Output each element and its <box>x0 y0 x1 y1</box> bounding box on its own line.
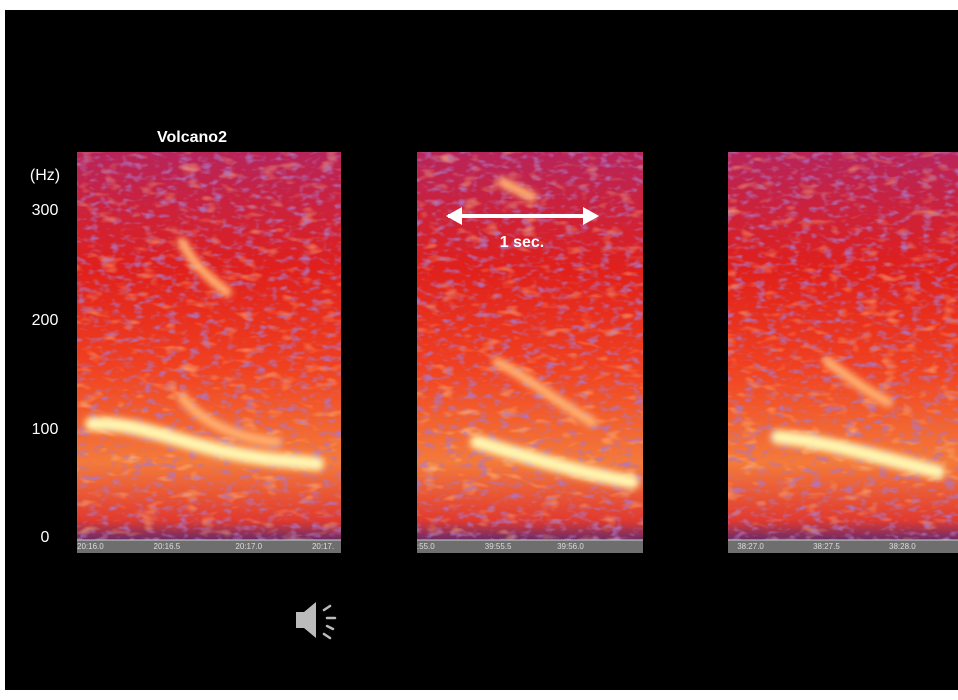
time-label: 20:17. <box>312 542 334 551</box>
call-trace <box>492 357 597 427</box>
y-tick-label: 100 <box>32 421 59 438</box>
call-traces <box>771 357 945 479</box>
y-tick-label: 0 <box>41 529 50 546</box>
call-trace <box>470 435 639 489</box>
call-trace <box>177 392 282 447</box>
spectrogram: 20:16.0 20:16.5 20:17.0 20:17. <box>77 152 341 553</box>
time-label: 38:27.5 <box>813 542 840 551</box>
y-tick-label: 300 <box>32 202 59 219</box>
time-axis <box>77 540 341 553</box>
scale-annotation: 1 sec. <box>500 234 544 251</box>
time-axis <box>417 540 643 553</box>
call-trace <box>771 430 945 479</box>
call-trace <box>823 357 893 407</box>
spectrogram-texture <box>77 152 341 540</box>
y-axis-label: (Hz) <box>30 167 60 184</box>
call-traces <box>470 177 639 489</box>
time-label: 38:27.0 <box>737 542 764 551</box>
time-label: 20:16.5 <box>154 542 181 551</box>
call-trace <box>177 237 232 297</box>
time-label: 20:16.0 <box>77 542 104 551</box>
time-label: 39:55.5 <box>485 542 512 551</box>
time-label: 38:28.0 <box>889 542 916 551</box>
time-label: 39:56.0 <box>557 542 584 551</box>
spectrogram-texture <box>728 152 958 540</box>
time-axis <box>728 540 958 553</box>
time-label: 20:17.0 <box>235 542 262 551</box>
time-label: 9:55.0 <box>412 542 435 551</box>
y-tick-label: 200 <box>32 312 59 329</box>
arrow-head <box>446 207 462 225</box>
call-traces <box>85 237 324 471</box>
title: Volcano2 <box>157 129 227 146</box>
spectrogram: 9:55.0 39:55.5 39:56.0 <box>412 152 643 553</box>
call-trace <box>85 416 324 471</box>
speaker-icon[interactable] <box>296 602 337 640</box>
spectrogram: 38:27.0 38:27.5 38:28.0 <box>728 152 958 553</box>
call-trace <box>497 177 537 202</box>
arrow-head <box>583 207 599 225</box>
